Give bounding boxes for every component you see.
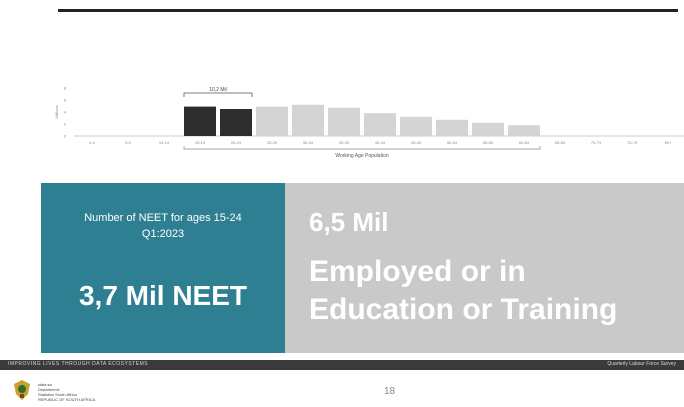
- employed-label-line2: Education or Training: [309, 293, 618, 326]
- stats-sa-logo: stats sa Department: Statistics South Af…: [10, 378, 100, 402]
- x-tick-label: 40-44: [375, 140, 386, 145]
- bar-45-49: [400, 116, 432, 136]
- x-tick-label: 65-69: [555, 140, 566, 145]
- footer-tagline: IMPROVING LIVES THROUGH DATA ECOSYSTEMS: [8, 361, 149, 367]
- y-tick-label: 2: [64, 122, 67, 127]
- bar-40-44: [364, 113, 396, 136]
- logo-line1: stats sa: [38, 382, 52, 387]
- x-tick-label: 15-19: [195, 140, 206, 145]
- x-tick-label: 35-39: [339, 140, 350, 145]
- logo-line2: Department:: [38, 387, 61, 392]
- x-tick-label: 20-24: [231, 140, 242, 145]
- x-tick-label: 70-74: [591, 140, 602, 145]
- y-tick-label: 4: [64, 110, 67, 115]
- x-tick-label: 75-79: [627, 140, 638, 145]
- x-tick-label: 45-49: [411, 140, 422, 145]
- bar-25-29: [256, 106, 288, 136]
- bar-20-24: [220, 109, 252, 136]
- y-tick-label: 6: [64, 98, 67, 103]
- bar-35-39: [328, 107, 360, 136]
- employed-education-panel: 6,5 Mil Employed or in Education or Trai…: [285, 183, 684, 353]
- neet-panel: Number of NEET for ages 15-24 Q1:2023 3,…: [41, 183, 285, 353]
- age-population-bar-chart: Millions 0 2 4 6 8 0-4 5-9 10-14 15-19 20-24 25-29 3…: [54, 86, 684, 159]
- employed-value: 6,5 Mil: [309, 207, 389, 237]
- y-axis-label: Millions: [54, 105, 59, 118]
- highlight-bracket: [183, 92, 253, 97]
- y-tick-label: 8: [64, 86, 67, 91]
- bar-60-64: [508, 125, 540, 136]
- top-divider: [58, 9, 678, 12]
- x-axis-label: Working Age Population: [335, 153, 388, 159]
- x-tick-label: 60-64: [519, 140, 530, 145]
- x-tick-label: 5-9: [125, 140, 132, 145]
- logo-line3: Statistics South Africa: [38, 392, 77, 397]
- working-age-bracket: [183, 146, 541, 150]
- x-tick-label: 25-29: [267, 140, 278, 145]
- footer-bar: IMPROVING LIVES THROUGH DATA ECOSYSTEMS …: [0, 360, 684, 370]
- page-number: 18: [384, 386, 396, 397]
- neet-label-line1: Number of NEET for ages 15-24: [84, 212, 242, 224]
- y-tick-label: 0: [64, 134, 67, 139]
- logo-text: stats sa Department: Statistics South Af…: [38, 382, 95, 402]
- bar-30-34: [292, 104, 324, 136]
- bracket-label: 10,2 Mil: [209, 87, 227, 93]
- bar-15-19: [184, 106, 216, 136]
- x-tick-label: 50-54: [447, 140, 458, 145]
- employed-label: Employed or in Education or Training: [309, 253, 617, 329]
- footer-survey-name: Quarterly Labour Force Survey: [607, 361, 676, 367]
- neet-value: 3,7 Mil NEET: [78, 280, 248, 311]
- employed-label-line1: Employed or in: [309, 255, 526, 288]
- x-tick-label: 30-34: [303, 140, 314, 145]
- bar-50-54: [436, 119, 468, 136]
- neet-label-line2: Q1:2023: [141, 228, 185, 240]
- x-tick-label: 10-14: [159, 140, 170, 145]
- x-tick-label: 80+: [665, 140, 672, 145]
- neet-label: Number of NEET for ages 15-24 Q1:2023: [41, 210, 285, 242]
- coat-of-arms-icon: [14, 380, 30, 400]
- bar-55-59: [472, 122, 504, 136]
- x-tick-label: 55-59: [483, 140, 494, 145]
- logo-line4: REPUBLIC OF SOUTH AFRICA: [38, 397, 96, 402]
- x-tick-label: 0-4: [89, 140, 96, 145]
